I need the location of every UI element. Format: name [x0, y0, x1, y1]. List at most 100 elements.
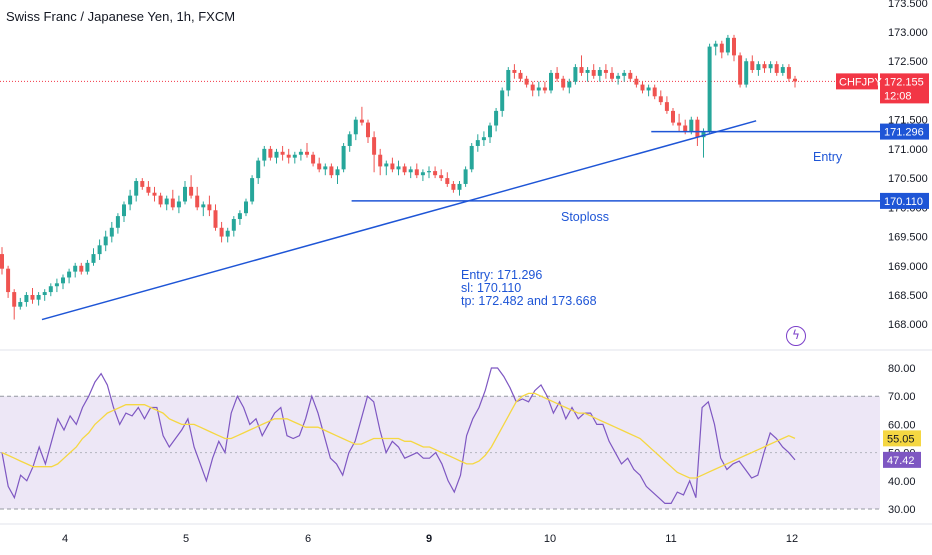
candle-body: [646, 87, 651, 91]
candle-body: [347, 134, 352, 146]
candle-body: [457, 183, 462, 190]
candle-body: [390, 163, 395, 170]
candle-body: [170, 198, 175, 208]
candle-body: [384, 163, 389, 167]
time-axis-tick: 11: [665, 533, 676, 545]
candle-body: [738, 55, 743, 85]
candle-body: [311, 154, 316, 164]
candle-body: [329, 166, 334, 176]
candle-body: [622, 72, 627, 76]
candle-body: [183, 186, 187, 202]
candle-body: [36, 295, 41, 300]
candle-body: [616, 75, 621, 79]
candle-body: [744, 61, 749, 85]
candle-body: [146, 186, 151, 193]
candle-body: [451, 183, 456, 190]
candle-body: [701, 131, 706, 138]
candle-body: [713, 43, 718, 47]
rsi-value-tag: [883, 451, 921, 468]
candle-body: [610, 72, 614, 79]
price-axis-tick: 173.000: [888, 27, 928, 39]
candle-body: [768, 64, 773, 69]
time-axis-tick: 12: [786, 533, 798, 545]
candle-body: [628, 72, 633, 79]
price-axis-tick: 168.500: [888, 290, 928, 302]
candle-body: [756, 64, 761, 70]
candle-body: [762, 64, 767, 69]
candle-body: [500, 90, 505, 111]
candle-body: [683, 125, 688, 132]
candle-body: [561, 78, 566, 88]
chart-title: Swiss Franc / Japanese Yen, 1h, FXCM: [6, 9, 236, 24]
candle-body: [140, 181, 145, 187]
symbol-tag-label: CHFJPY: [839, 76, 882, 88]
candle-body: [97, 245, 102, 255]
candle-body: [695, 119, 700, 138]
price-axis-tick: 173.500: [888, 0, 928, 10]
countdown-label: 12:08: [884, 90, 912, 102]
candle-body: [91, 254, 96, 263]
candle-body: [353, 119, 358, 135]
price-axis-tick: 172.500: [888, 56, 928, 68]
candle-body: [780, 67, 785, 73]
candle-body: [201, 204, 206, 208]
candle-body: [549, 72, 553, 91]
candle-body: [719, 43, 724, 53]
time-axis-tick: 9: [426, 533, 432, 545]
price-axis-tick: 169.500: [888, 232, 928, 244]
price-axis-tick: 169.000: [888, 261, 928, 273]
candle-body: [524, 78, 529, 85]
note-tp: tp: 172.482 and 173.668: [461, 294, 597, 308]
candle-body: [158, 195, 163, 205]
candle-body: [488, 125, 492, 138]
rsi-series-ma: [1, 392, 796, 479]
candle-body: [219, 227, 224, 237]
rsi-axis-tick: 70.00: [888, 391, 916, 403]
candle-body: [445, 178, 450, 184]
candle-body: [54, 283, 59, 287]
candle-body: [481, 137, 486, 141]
candle-body: [664, 102, 669, 111]
candle-body: [603, 69, 608, 73]
candle-body: [237, 213, 242, 220]
candle-body: [298, 151, 303, 155]
candle-body: [396, 166, 401, 170]
candle-body: [469, 145, 474, 170]
candle-body: [439, 175, 444, 179]
candle-body: [305, 151, 309, 155]
candle-body: [463, 169, 468, 184]
candle-body: [250, 178, 255, 202]
candle-body: [109, 227, 114, 237]
rsi-value-label: 47.42: [887, 455, 915, 467]
candle-body: [793, 78, 797, 82]
candle-body: [115, 216, 120, 228]
candle-body: [530, 84, 535, 91]
trendline: [41, 120, 757, 321]
candle-body: [195, 195, 200, 208]
price-tag-stoploss: [880, 192, 929, 209]
candle-body: [128, 195, 133, 205]
candle-body: [6, 268, 11, 293]
candle-body: [707, 46, 712, 132]
candle-body: [341, 145, 346, 170]
candle-body: [189, 186, 194, 196]
candle-body: [18, 302, 23, 307]
candle-body: [494, 110, 499, 126]
candle-body: [12, 292, 17, 307]
candle-body: [652, 87, 657, 97]
rsi-series-rsi: [1, 367, 796, 504]
candle-body: [335, 169, 340, 176]
note-entry: Entry: 171.296: [461, 268, 543, 282]
candle-body: [134, 181, 139, 196]
candle-body: [597, 69, 602, 76]
candle-body: [207, 204, 212, 211]
lightning-bolt-icon[interactable]: ϟ: [786, 326, 806, 346]
candle-body: [634, 78, 639, 85]
current-price-label: 172.155: [884, 76, 924, 88]
price-axis-tick: 170.500: [888, 173, 928, 185]
candle-body: [573, 67, 578, 82]
rsi-axis-tick: 40.00: [888, 476, 916, 488]
candle-body: [323, 166, 328, 170]
